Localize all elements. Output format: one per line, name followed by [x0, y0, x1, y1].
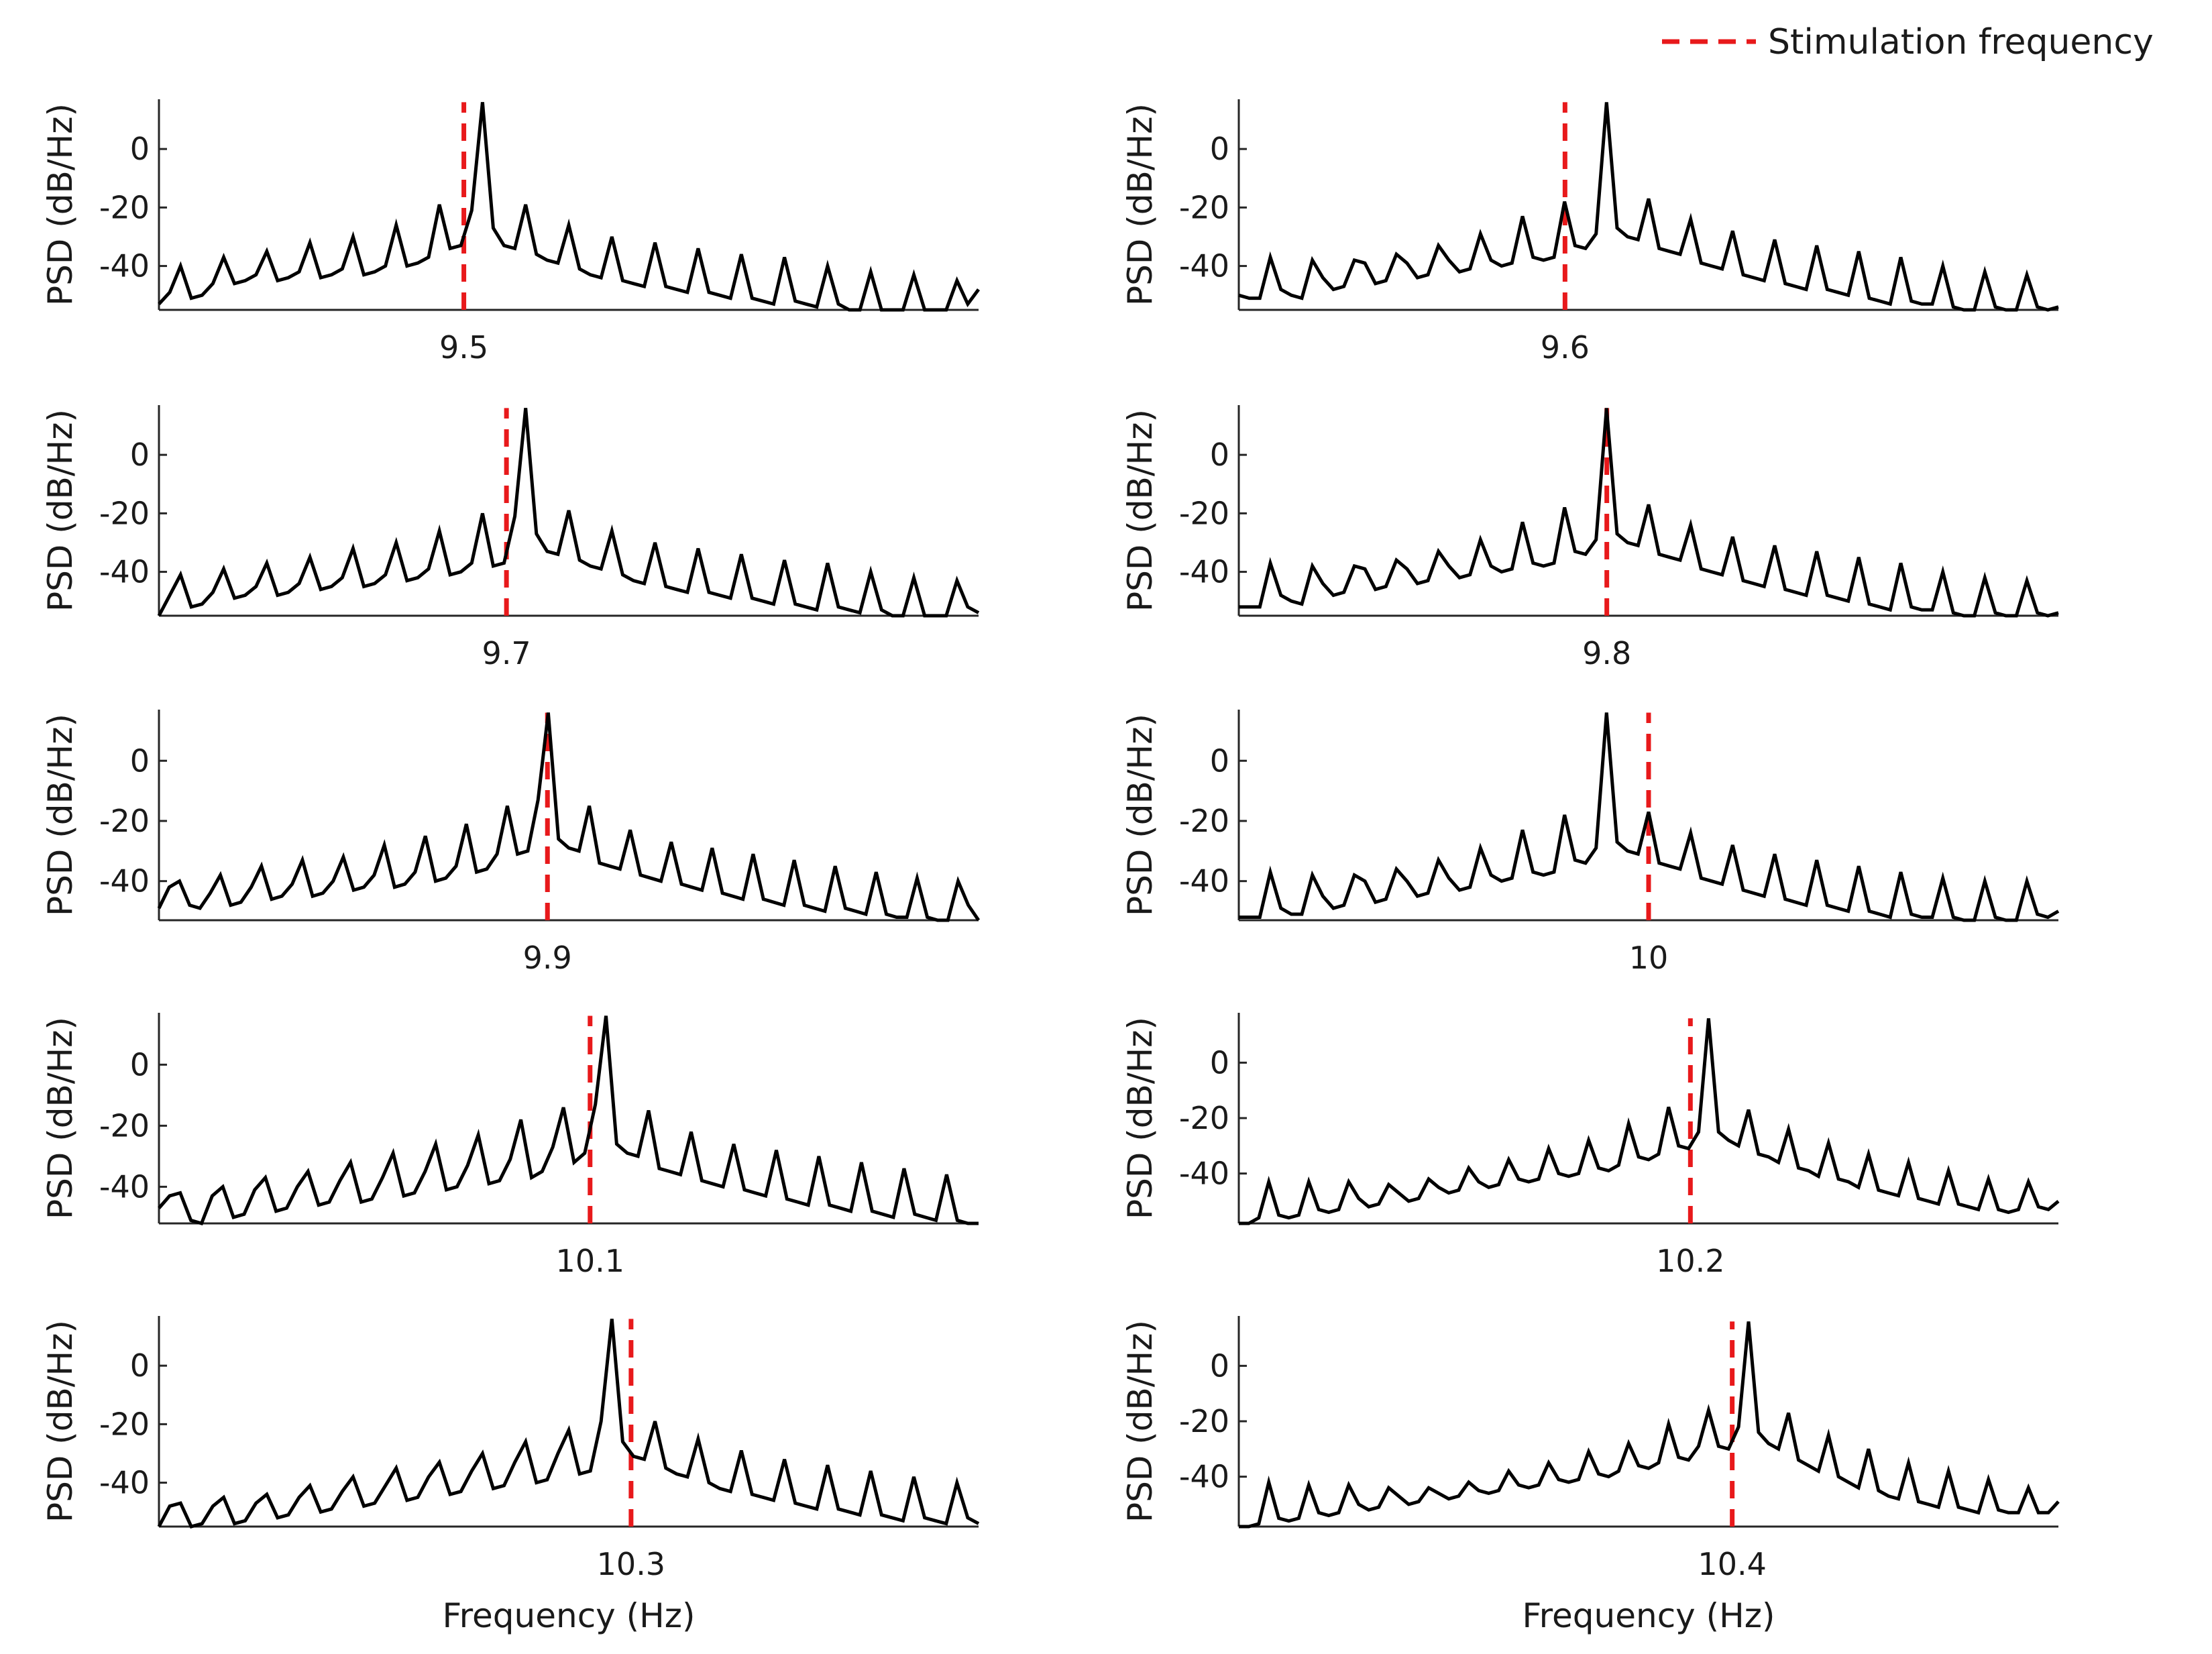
y-tick-label: -40	[1179, 248, 1229, 284]
x-axis-label: Frequency (Hz)	[1522, 1596, 1775, 1635]
y-axis-label: PSD (dB/Hz)	[41, 714, 80, 916]
x-tick-label: 9.5	[439, 329, 488, 366]
psd-line	[158, 1015, 979, 1226]
y-tick-label: -40	[99, 1168, 150, 1205]
y-tick-label: -40	[1179, 554, 1229, 590]
subplot-grid: 0 -20 -40 PSD (dB/Hz) 9.5 0 -20 -40 PSD (dB/Hz) 9…	[41, 99, 2060, 1635]
y-axis-label: PSD (dB/Hz)	[41, 1017, 80, 1219]
x-tick-label: 10.3	[597, 1546, 665, 1582]
y-tick-label: -20	[1179, 1100, 1229, 1136]
psd-line	[1239, 712, 2060, 922]
y-tick-label: -40	[1179, 1459, 1229, 1495]
y-tick-label: 0	[130, 437, 150, 473]
y-tick-label: -20	[99, 189, 150, 225]
legend: Stimulation frequency	[1662, 22, 2154, 62]
y-tick-label: -20	[99, 1107, 150, 1144]
y-tick-label: -20	[99, 803, 150, 839]
y-axis-label: PSD (dB/Hz)	[41, 1320, 80, 1523]
y-axis-label: PSD (dB/Hz)	[1121, 103, 1160, 306]
y-tick-label: 0	[130, 1046, 150, 1083]
psd-line	[1239, 1321, 2060, 1529]
y-tick-label: 0	[1210, 437, 1229, 473]
y-tick-label: -40	[1179, 1156, 1229, 1192]
x-tick-label: 10	[1629, 940, 1669, 976]
x-tick-label: 10.4	[1698, 1546, 1766, 1582]
y-axis-label: PSD (dB/Hz)	[41, 103, 80, 306]
y-tick-label: -20	[1179, 189, 1229, 225]
subplot-9.6: 0 -20 -40 PSD (dB/Hz) 9.6	[1121, 99, 2059, 366]
x-tick-label: 9.8	[1582, 635, 1631, 671]
y-axis-label: PSD (dB/Hz)	[1121, 1017, 1160, 1219]
y-axis-label: PSD (dB/Hz)	[41, 409, 80, 612]
psd-line	[157, 1319, 980, 1529]
y-tick-label: -40	[99, 1465, 150, 1501]
psd-line	[1239, 1018, 2060, 1225]
y-tick-label: -20	[1179, 1403, 1229, 1439]
y-tick-label: 0	[1210, 742, 1229, 779]
y-tick-label: -20	[99, 1406, 150, 1442]
y-tick-label: -40	[99, 248, 150, 284]
y-tick-label: 0	[1210, 1044, 1229, 1081]
y-tick-label: 0	[1210, 1347, 1229, 1384]
x-tick-label: 10.1	[556, 1243, 624, 1279]
subplot-9.8: 0 -20 -40 PSD (dB/Hz) 9.8	[1121, 405, 2059, 671]
y-tick-label: -40	[1179, 863, 1229, 899]
y-tick-label: -20	[99, 495, 150, 531]
y-tick-label: -20	[1179, 495, 1229, 531]
x-tick-label: 10.2	[1656, 1243, 1724, 1279]
subplot-9.7: 0 -20 -40 PSD (dB/Hz) 9.7	[41, 405, 980, 671]
subplot-10.2: 0 -20 -40 PSD (dB/Hz) 10.2	[1121, 1013, 2060, 1279]
subplot-10: 0 -20 -40 PSD (dB/Hz) 10	[1121, 710, 2060, 976]
subplot-10.1: 0 -20 -40 PSD (dB/Hz) 10.1	[41, 1013, 979, 1279]
y-tick-label: 0	[130, 131, 150, 167]
x-tick-label: 9.7	[482, 635, 531, 671]
subplot-9.5: 0 -20 -40 PSD (dB/Hz) 9.5	[41, 99, 981, 366]
y-tick-label: -20	[1179, 803, 1229, 839]
legend-label: Stimulation frequency	[1768, 22, 2154, 62]
psd-line	[1239, 408, 2059, 618]
subplot-9.9: 0 -20 -40 PSD (dB/Hz) 9.9	[41, 710, 981, 976]
subplot-10.3: 0 -20 -40 PSD (dB/Hz) 10.3 Frequency (Hz)	[41, 1316, 980, 1635]
y-tick-label: 0	[1210, 131, 1229, 167]
y-axis-label: PSD (dB/Hz)	[1121, 714, 1160, 916]
x-tick-label: 9.9	[523, 940, 572, 976]
psd-line	[1238, 102, 2059, 312]
subplot-10.4: 0 -20 -40 PSD (dB/Hz) 10.4 Frequency (Hz)	[1121, 1316, 2060, 1635]
x-tick-label: 9.6	[1541, 329, 1590, 366]
y-axis-label: PSD (dB/Hz)	[1121, 1320, 1160, 1523]
y-tick-label: 0	[130, 742, 150, 779]
x-axis-label: Frequency (Hz)	[442, 1596, 695, 1635]
y-tick-label: 0	[130, 1347, 150, 1384]
psd-line	[157, 408, 980, 618]
psd-line	[157, 712, 981, 922]
psd-line	[158, 102, 981, 312]
y-tick-label: -40	[99, 554, 150, 590]
y-axis-label: PSD (dB/Hz)	[1121, 409, 1160, 612]
y-tick-label: -40	[99, 863, 150, 899]
